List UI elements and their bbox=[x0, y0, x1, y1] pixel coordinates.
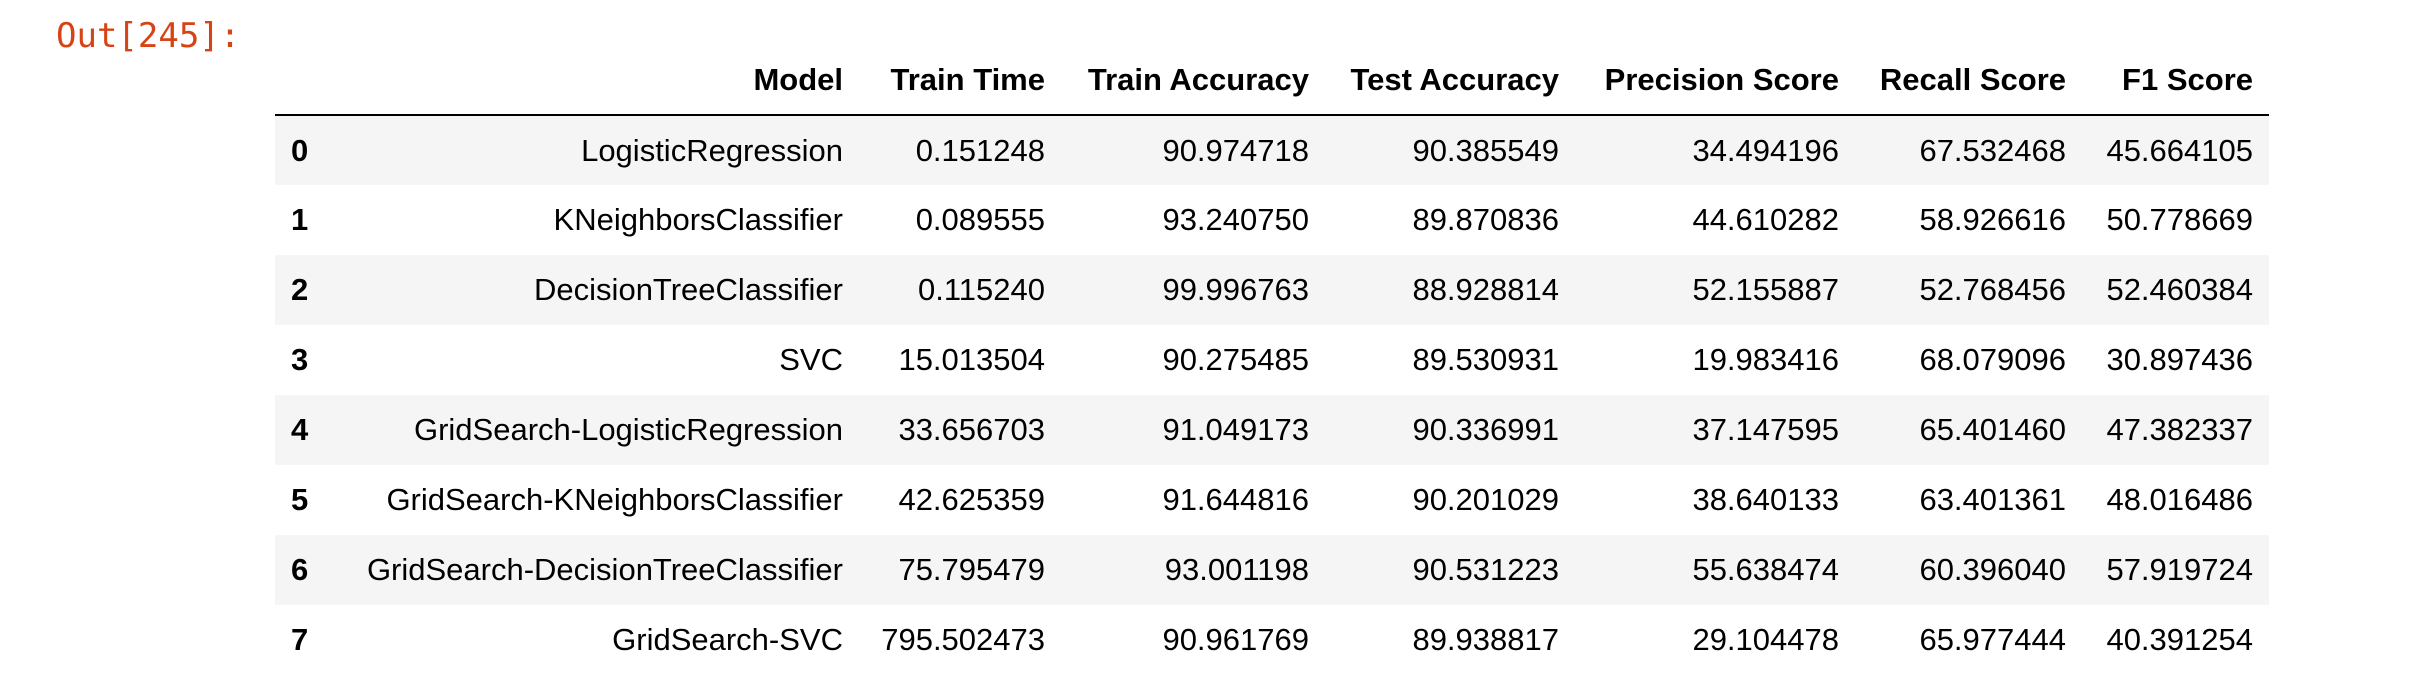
cell-train-time: 0.089555 bbox=[915, 202, 1045, 237]
table-row: 4 GridSearch-LogisticRegression 33.65670… bbox=[275, 395, 2269, 465]
output-prompt: Out[245]: bbox=[56, 16, 241, 56]
cell-recall-score: 60.396040 bbox=[1919, 552, 2066, 587]
table-row: 2 DecisionTreeClassifier 0.115240 99.996… bbox=[275, 255, 2269, 325]
cell-model: GridSearch-KNeighborsClassifier bbox=[386, 482, 843, 517]
header-index bbox=[275, 46, 337, 116]
cell-precision-score: 34.494196 bbox=[1692, 132, 1839, 168]
cell-model: KNeighborsClassifier bbox=[553, 202, 843, 237]
cell-train-accuracy: 93.240750 bbox=[1162, 202, 1309, 237]
cell-precision-score: 55.638474 bbox=[1692, 552, 1839, 587]
table-row: 5 GridSearch-KNeighborsClassifier 42.625… bbox=[275, 465, 2269, 535]
cell-model: GridSearch-DecisionTreeClassifier bbox=[366, 552, 843, 587]
header-train-time: Train Time bbox=[859, 46, 1061, 116]
cell-f1-score: 52.460384 bbox=[2106, 272, 2253, 307]
cell-precision-score: 52.155887 bbox=[1692, 272, 1839, 307]
cell-train-accuracy: 99.996763 bbox=[1162, 272, 1309, 307]
table-row: 7 GridSearch-SVC 795.502473 90.961769 89… bbox=[275, 605, 2269, 675]
row-index: 1 bbox=[291, 202, 309, 237]
header-model: Model bbox=[337, 46, 859, 116]
cell-recall-score: 65.977444 bbox=[1919, 622, 2066, 657]
cell-recall-score: 68.079096 bbox=[1919, 342, 2066, 377]
cell-recall-score: 63.401361 bbox=[1919, 482, 2066, 517]
cell-test-accuracy: 90.336991 bbox=[1412, 412, 1559, 447]
cell-test-accuracy: 89.530931 bbox=[1412, 342, 1559, 377]
cell-recall-score: 58.926616 bbox=[1919, 202, 2066, 237]
cell-f1-score: 48.016486 bbox=[2106, 482, 2253, 517]
header-f1-score: F1 Score bbox=[2082, 46, 2269, 116]
cell-train-accuracy: 91.644816 bbox=[1162, 482, 1309, 517]
table-body: 0 LogisticRegression 0.151248 90.974718 … bbox=[275, 115, 2269, 675]
table-row: 6 GridSearch-DecisionTreeClassifier 75.7… bbox=[275, 535, 2269, 605]
table-row: 3 SVC 15.013504 90.275485 89.530931 19.9… bbox=[275, 325, 2269, 395]
table-header: Model Train Time Train Accuracy Test Acc… bbox=[275, 46, 2269, 116]
cell-precision-score: 44.610282 bbox=[1692, 202, 1839, 237]
results-dataframe: Model Train Time Train Accuracy Test Acc… bbox=[275, 46, 2269, 675]
cell-train-accuracy: 93.001198 bbox=[1164, 552, 1309, 587]
row-index: 4 bbox=[291, 412, 309, 447]
cell-precision-score: 38.640133 bbox=[1692, 482, 1839, 517]
cell-test-accuracy: 90.531223 bbox=[1412, 552, 1559, 587]
cell-recall-score: 52.768456 bbox=[1919, 272, 2066, 307]
cell-train-accuracy: 90.974718 bbox=[1162, 132, 1309, 168]
row-index: 2 bbox=[291, 272, 309, 307]
cell-train-time: 75.795479 bbox=[898, 552, 1045, 587]
table-row: 1 KNeighborsClassifier 0.089555 93.24075… bbox=[275, 185, 2269, 255]
table-row: 0 LogisticRegression 0.151248 90.974718 … bbox=[275, 115, 2269, 185]
row-index: 5 bbox=[291, 482, 309, 517]
cell-train-time: 33.656703 bbox=[898, 412, 1045, 447]
header-test-accuracy: Test Accuracy bbox=[1325, 46, 1575, 116]
cell-precision-score: 29.104478 bbox=[1692, 622, 1839, 657]
cell-test-accuracy: 89.870836 bbox=[1412, 202, 1559, 237]
row-index: 3 bbox=[291, 342, 309, 377]
cell-f1-score: 40.391254 bbox=[2106, 622, 2253, 657]
cell-train-time: 42.625359 bbox=[898, 482, 1045, 517]
cell-train-time: 15.013504 bbox=[898, 342, 1045, 377]
cell-train-accuracy: 91.049173 bbox=[1162, 412, 1309, 447]
cell-test-accuracy: 90.385549 bbox=[1412, 132, 1559, 168]
cell-model: GridSearch-SVC bbox=[612, 622, 843, 657]
header-row: Model Train Time Train Accuracy Test Acc… bbox=[275, 46, 2269, 116]
cell-model: DecisionTreeClassifier bbox=[534, 272, 843, 307]
cell-train-time: 795.502473 bbox=[881, 622, 1045, 657]
cell-f1-score: 50.778669 bbox=[2106, 202, 2253, 237]
cell-test-accuracy: 88.928814 bbox=[1412, 272, 1559, 307]
row-index: 7 bbox=[291, 622, 309, 657]
header-train-accuracy: Train Accuracy bbox=[1061, 46, 1325, 116]
cell-recall-score: 65.401460 bbox=[1919, 412, 2066, 447]
cell-model: GridSearch-LogisticRegression bbox=[413, 412, 843, 447]
cell-f1-score: 57.919724 bbox=[2106, 552, 2253, 587]
cell-recall-score: 67.532468 bbox=[1919, 132, 2066, 168]
header-precision-score: Precision Score bbox=[1575, 46, 1855, 116]
cell-train-accuracy: 90.961769 bbox=[1162, 622, 1309, 657]
cell-model: LogisticRegression bbox=[581, 132, 843, 168]
cell-train-time: 0.151248 bbox=[915, 132, 1045, 168]
cell-train-time: 0.115240 bbox=[918, 272, 1045, 307]
cell-test-accuracy: 89.938817 bbox=[1412, 622, 1559, 657]
cell-f1-score: 45.664105 bbox=[2106, 132, 2253, 168]
cell-model: SVC bbox=[779, 342, 843, 377]
header-recall-score: Recall Score bbox=[1855, 46, 2082, 116]
row-index: 0 bbox=[291, 132, 309, 168]
cell-precision-score: 37.147595 bbox=[1692, 412, 1839, 447]
row-index: 6 bbox=[291, 552, 309, 587]
cell-train-accuracy: 90.275485 bbox=[1162, 342, 1309, 377]
cell-test-accuracy: 90.201029 bbox=[1412, 482, 1559, 517]
cell-precision-score: 19.983416 bbox=[1692, 342, 1839, 377]
cell-f1-score: 30.897436 bbox=[2106, 342, 2253, 377]
cell-f1-score: 47.382337 bbox=[2106, 412, 2253, 447]
